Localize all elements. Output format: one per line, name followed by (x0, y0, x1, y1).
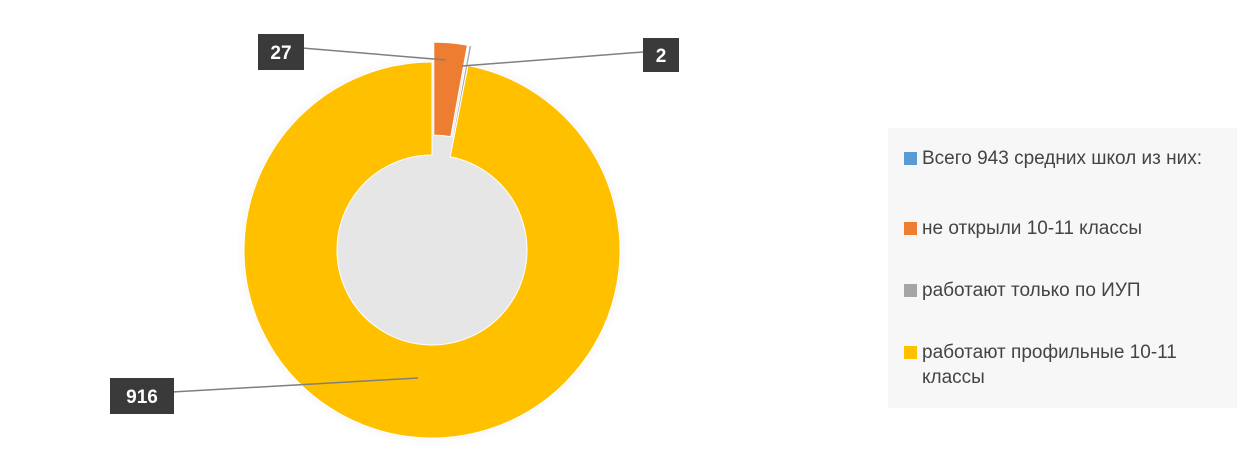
data-label-3: 916 (126, 387, 158, 408)
chart-legend: Всего 943 средних школ из них: не открыл… (888, 128, 1237, 408)
legend-label-2: работают только по ИУП (922, 280, 1141, 301)
legend-swatch-0 (904, 152, 917, 165)
legend-swatch-3 (904, 346, 917, 359)
legend-label-1: не открыли 10-11 классы (922, 218, 1143, 239)
legend-label-3: работают профильные 10-11 классы (922, 342, 1177, 388)
leader-line-2 (461, 51, 644, 67)
legend-item-3: работают профильные 10-11 классы (904, 340, 1228, 390)
slice-1 (433, 41, 468, 138)
data-label-1: 27 (270, 43, 291, 64)
slice-3 (243, 61, 621, 439)
legend-item-0: Всего 943 средних школ из них: (904, 146, 1228, 206)
leader-line-1 (301, 47, 447, 61)
leader-line-3 (171, 377, 419, 393)
data-label-box-3 (110, 378, 174, 414)
legend-item-2: работают только по ИУП (904, 278, 1228, 340)
legend-item-1: не открыли 10-11 классы (904, 216, 1228, 278)
data-label-2: 2 (656, 46, 667, 67)
legend-swatch-2 (904, 284, 917, 297)
data-label-box-2 (643, 38, 679, 72)
data-label-box-1 (258, 34, 304, 70)
legend-label-0: Всего 943 средних школ из них: (922, 148, 1203, 169)
legend-swatch-1 (904, 222, 917, 235)
